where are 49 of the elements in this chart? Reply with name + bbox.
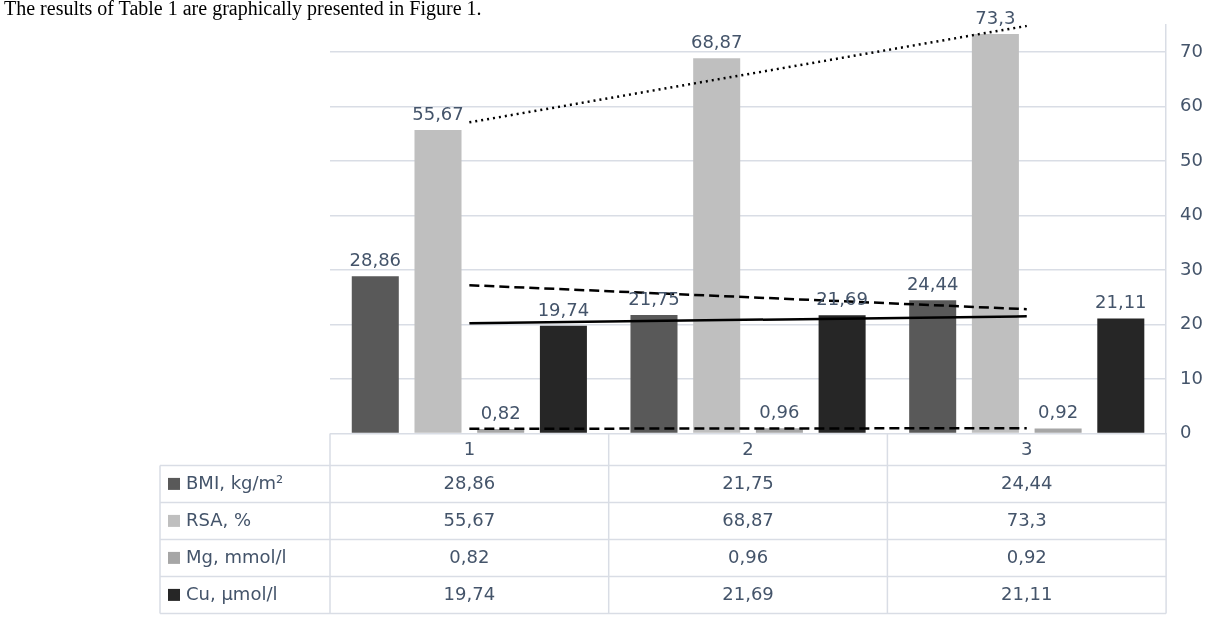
- y-tick-label: 20: [1180, 312, 1203, 334]
- legend-label: BMI, kg/m²: [186, 471, 284, 493]
- bar: [351, 276, 399, 433]
- bar: [1034, 428, 1082, 433]
- bar: [414, 130, 462, 433]
- data-label: 0,96: [728, 545, 769, 567]
- data-label: 73,3: [1006, 508, 1047, 530]
- legend-label: Mg, mmol/l: [186, 545, 287, 567]
- data-label: 0,92: [1006, 545, 1047, 567]
- data-label: 28,86: [443, 471, 496, 493]
- text: 24,44: [906, 272, 959, 294]
- data-label: 0,82: [449, 545, 490, 567]
- y-tick-label: 50: [1180, 148, 1203, 170]
- text: 0,92: [1038, 401, 1079, 423]
- data-label: 21,75: [722, 471, 774, 493]
- data-label: 21,69: [722, 582, 774, 604]
- data-label: 19,74: [443, 582, 496, 604]
- text: 68,87: [690, 30, 743, 52]
- bar: [630, 314, 678, 433]
- data-label: 24,44: [1000, 471, 1053, 493]
- y-tick-label: 60: [1180, 94, 1203, 116]
- text: 21,75: [628, 287, 680, 309]
- bar: [909, 300, 957, 433]
- text: 21,11: [1095, 291, 1147, 313]
- x-tick-label: 3: [1021, 437, 1033, 459]
- text: 19,74: [537, 298, 590, 320]
- data-label: 55,67: [443, 508, 496, 530]
- text: The results of Table 1 are graphically presented in Figure 1.: [4, 0, 482, 21]
- bar: [693, 58, 741, 433]
- x-tick-label: 2: [742, 437, 754, 459]
- legend-label: Cu, µmol/l: [186, 582, 278, 604]
- bar: [539, 325, 587, 433]
- text: 73,3: [975, 6, 1016, 28]
- data-label: 21,11: [1000, 582, 1053, 604]
- y-tick-label: 0: [1180, 421, 1192, 443]
- y-tick-label: 10: [1180, 366, 1203, 388]
- text: 28,86: [349, 248, 402, 270]
- data-label: 68,87: [722, 508, 774, 530]
- legend-label: RSA, %: [186, 508, 252, 530]
- y-tick-label: 40: [1180, 203, 1203, 225]
- text: 0,82: [480, 401, 521, 423]
- y-tick-label: 70: [1180, 39, 1203, 61]
- y-tick-label: 30: [1180, 257, 1203, 279]
- bar: [1097, 318, 1145, 433]
- bar: [818, 315, 866, 433]
- text: 55,67: [412, 102, 464, 124]
- bar: [971, 34, 1019, 433]
- text: 0,96: [759, 400, 800, 422]
- x-tick-label: 1: [463, 437, 476, 459]
